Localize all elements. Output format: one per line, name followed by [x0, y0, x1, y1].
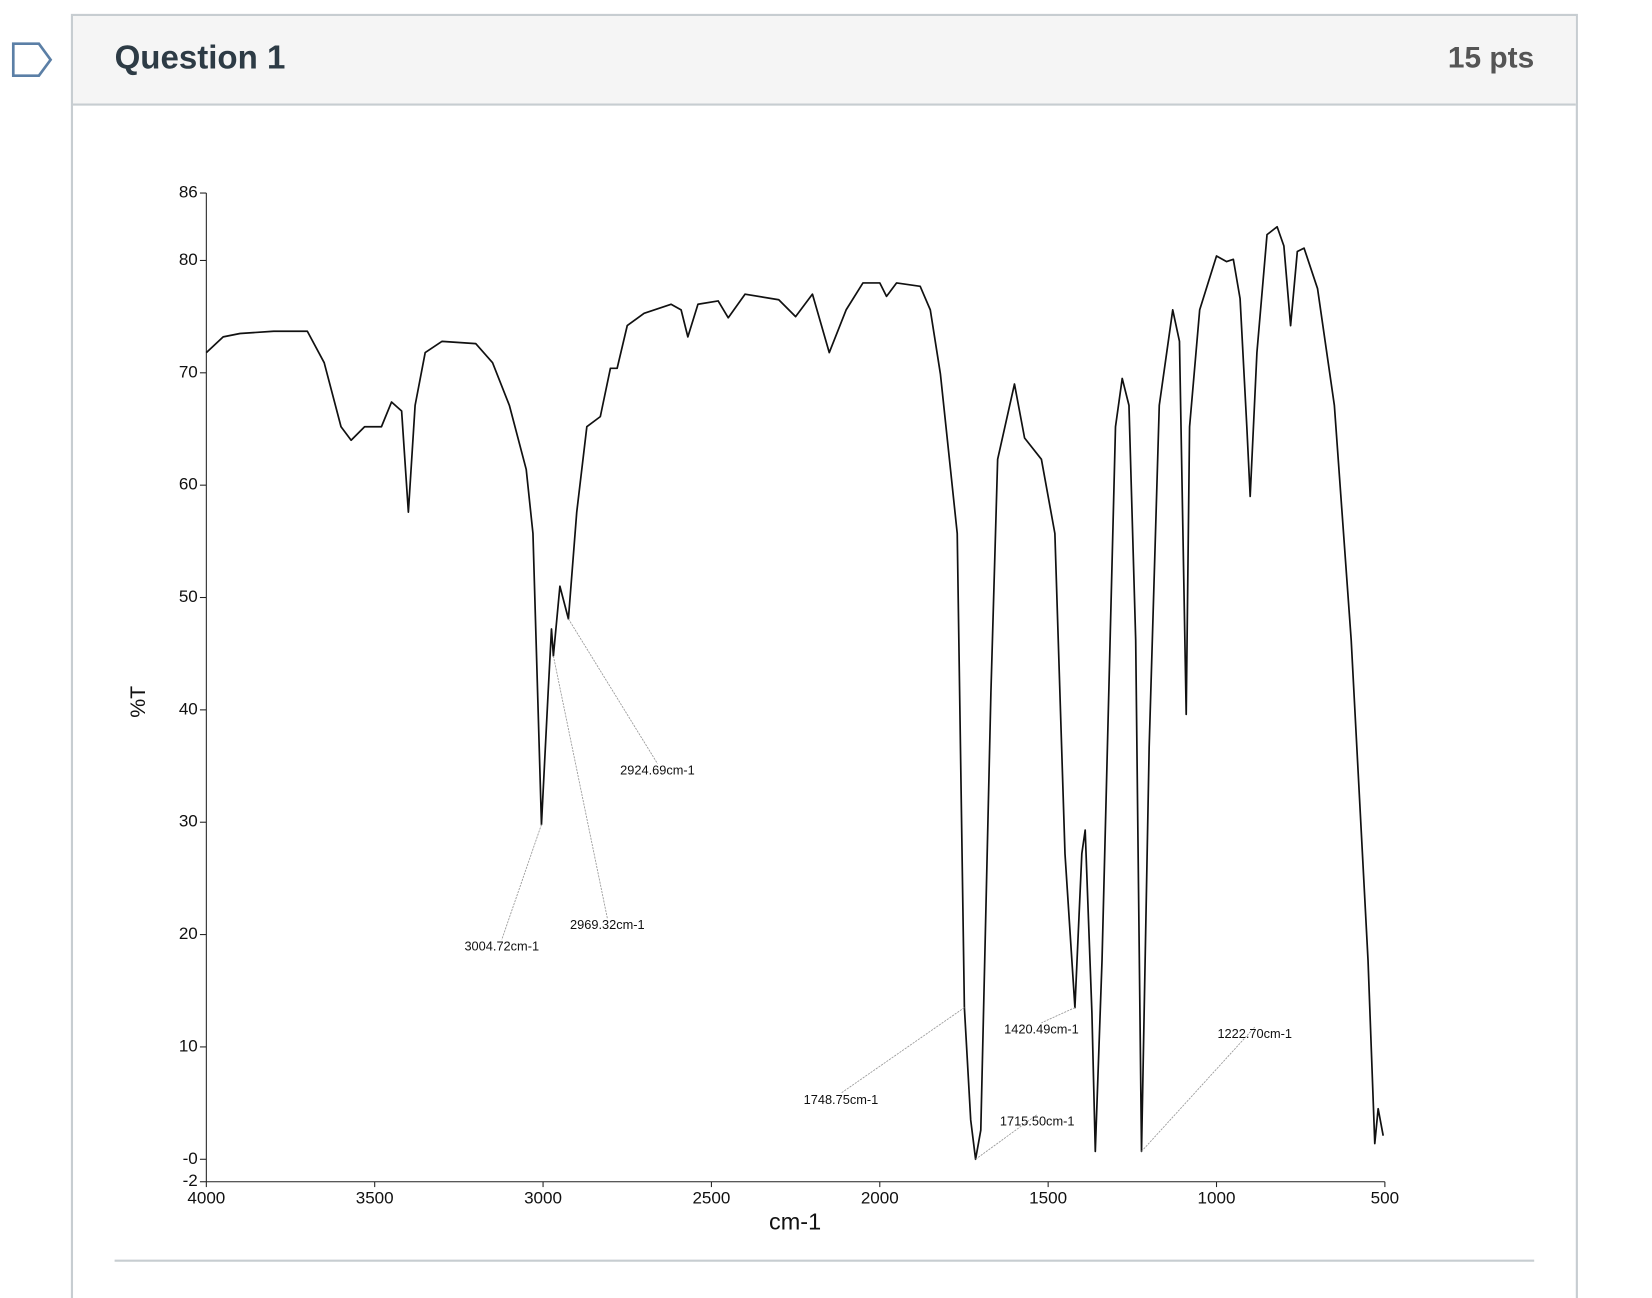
y-tick-label: 50: [179, 587, 198, 606]
x-tick-label: 4000: [187, 1188, 225, 1207]
x-tick-label: 3500: [356, 1188, 394, 1207]
y-tick-label: 40: [179, 699, 198, 718]
flag-icon[interactable]: [11, 42, 53, 78]
annotation-label: 1715.50cm-1: [1000, 1113, 1075, 1128]
y-tick-label: -2: [183, 1171, 198, 1190]
x-tick-label: 500: [1371, 1188, 1399, 1207]
question-header: [73, 15, 1576, 105]
annotation-label: 2924.69cm-1: [620, 762, 695, 777]
question-points: 15 pts: [1448, 42, 1534, 75]
annotation-leader: [1041, 1007, 1076, 1024]
x-tick-label: 3000: [524, 1188, 562, 1207]
y-tick-label: 86: [179, 183, 198, 202]
y-tick-label: 10: [179, 1036, 198, 1055]
annotation-leader: [568, 618, 658, 764]
y-tick-label: 80: [179, 250, 198, 269]
y-tick-label: 60: [179, 475, 198, 494]
question-title: Question 1: [115, 39, 286, 76]
annotation-label: 1748.75cm-1: [804, 1092, 879, 1107]
annotation-label: 1420.49cm-1: [1004, 1022, 1079, 1037]
annotation-label: 1222.70cm-1: [1217, 1026, 1292, 1041]
annotation-leader: [840, 1007, 965, 1094]
annotation-leader: [501, 824, 542, 940]
x-tick-label: 1000: [1198, 1188, 1236, 1207]
y-tick-label: 20: [179, 924, 198, 943]
y-axis-title: %T: [126, 686, 150, 718]
x-tick-label: 2000: [861, 1188, 899, 1207]
x-tick-label: 1500: [1029, 1188, 1067, 1207]
y-tick-label: -0: [183, 1149, 198, 1168]
question-card: [70, 13, 1578, 1298]
x-tick-label: 2500: [692, 1188, 730, 1207]
annotation-label: 3004.72cm-1: [464, 938, 539, 953]
annotation-label: 2969.32cm-1: [570, 917, 645, 932]
spectrum-line: [205, 225, 1385, 1161]
annotation-leader: [1141, 1026, 1256, 1152]
y-tick-label: 70: [179, 362, 198, 381]
y-tick-label: 30: [179, 812, 198, 831]
x-axis-title: cm-1: [769, 1209, 821, 1235]
